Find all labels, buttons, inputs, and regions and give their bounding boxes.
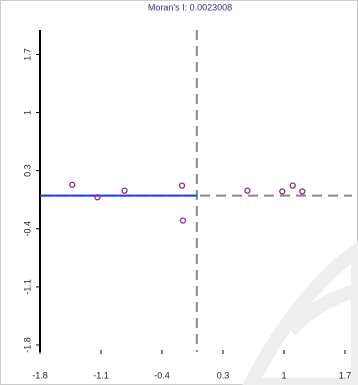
point: [69, 181, 76, 188]
point: [244, 187, 251, 194]
y-tick-label: -1.1: [22, 279, 32, 295]
x-tick-label: -0.4: [154, 370, 170, 380]
point: [178, 182, 186, 189]
y-tick-label: -0.4: [22, 221, 32, 237]
y-tick-label: -1.8: [22, 337, 32, 353]
x-tick-label: -1.1: [93, 370, 109, 380]
point: [94, 194, 101, 201]
point: [299, 188, 306, 195]
chart-title: Moran's I: 0.0023008: [148, 2, 232, 12]
y-tick-label: 1: [22, 110, 32, 115]
point: [289, 182, 296, 189]
x-tick-label: -1.8: [32, 370, 48, 380]
point: [121, 187, 128, 194]
x-tick-label: 1: [281, 370, 286, 380]
y-tick-label: 0.3: [22, 164, 32, 177]
point: [179, 217, 187, 224]
x-tick-label: 1.7: [339, 370, 352, 380]
y-tick-label: 1.7: [22, 48, 32, 61]
point: [279, 188, 286, 195]
x-tick-label: 0.3: [217, 370, 230, 380]
